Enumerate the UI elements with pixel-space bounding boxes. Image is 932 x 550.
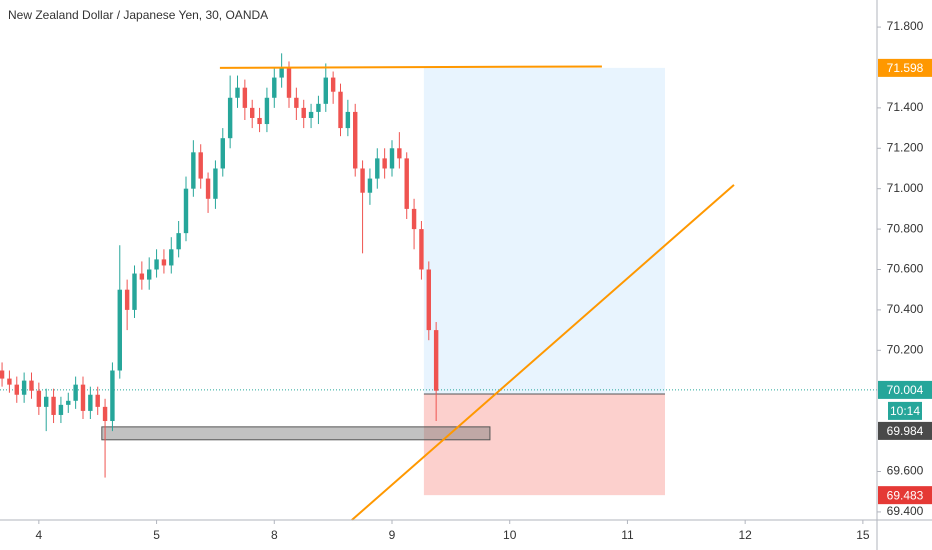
candle-body	[411, 208, 417, 230]
candle-body	[279, 67, 284, 78]
candle-body	[124, 289, 130, 310]
candle-body	[66, 400, 71, 405]
candle-body	[264, 97, 270, 125]
y-tick-label: 71.200	[887, 140, 924, 154]
candle-body	[205, 178, 211, 199]
y-tick-label: 71.000	[887, 181, 924, 195]
y-tick-label: 71.400	[887, 100, 924, 114]
price-label: 71.598	[887, 61, 924, 75]
candle-body	[161, 259, 167, 266]
price-label: 70.004	[887, 383, 924, 397]
loss-zone	[423, 393, 665, 496]
price-label-box	[878, 58, 932, 77]
candle-body	[21, 380, 27, 395]
y-tick-label: 70.600	[887, 262, 924, 276]
y-tick-label: 70.800	[887, 221, 924, 235]
candle-body	[235, 87, 240, 98]
candle-body	[36, 390, 42, 407]
candle-body	[426, 269, 431, 331]
candle-body	[330, 77, 336, 92]
x-tick-label: 12	[738, 528, 752, 542]
candle-body	[117, 289, 122, 371]
x-tick-label: 15	[856, 528, 870, 542]
candle-body	[43, 396, 49, 407]
candle-body	[176, 233, 181, 250]
chart-title: New Zealand Dollar / Japanese Yen, 30, O…	[8, 8, 268, 22]
candle-body	[404, 158, 409, 209]
candle-body	[169, 249, 174, 266]
zone-rectangle	[101, 426, 491, 441]
trend-line	[351, 184, 735, 521]
candle-body	[272, 77, 277, 98]
x-tick-label: 5	[153, 528, 160, 542]
candle-body	[397, 148, 402, 159]
candle-body	[88, 394, 93, 411]
trend-line	[219, 65, 602, 69]
candle-body	[213, 168, 218, 199]
candle-body	[338, 91, 343, 129]
y-tick-label: 69.400	[887, 504, 924, 518]
x-tick-label: 8	[271, 528, 278, 542]
y-tick-label: 70.200	[887, 342, 924, 356]
candle-body	[154, 259, 159, 270]
candle-body	[345, 111, 351, 129]
candle-body	[198, 152, 203, 179]
candle-body	[367, 178, 373, 193]
x-tick-label: 11	[621, 528, 634, 542]
candle-body	[0, 370, 5, 379]
candle-body	[183, 188, 189, 234]
candle-body	[7, 378, 12, 385]
candle-body	[139, 273, 145, 280]
candle-body	[250, 107, 255, 118]
candle-body	[353, 111, 358, 169]
candle-body	[360, 168, 365, 193]
y-tick-label: 70.400	[887, 302, 924, 316]
candle-body	[308, 111, 314, 118]
candle-body	[227, 97, 233, 139]
price-label: 69.984	[887, 424, 924, 438]
candle-body	[419, 229, 424, 270]
y-tick-label: 71.800	[887, 19, 924, 33]
candle-body	[294, 97, 299, 108]
candle-body	[95, 394, 100, 407]
candle-body	[242, 87, 248, 108]
candle-body	[316, 103, 321, 112]
candle-body	[191, 152, 196, 189]
candle-body	[375, 158, 380, 179]
candle-body	[132, 273, 137, 310]
candle-body	[301, 107, 306, 118]
countdown-box	[888, 401, 922, 420]
plot-area	[0, 53, 877, 521]
candle-body	[51, 396, 56, 415]
candle-body	[286, 67, 292, 98]
candle-body	[147, 269, 152, 280]
candle-body	[80, 384, 86, 411]
price-label-box	[878, 486, 932, 505]
candle-body	[323, 77, 328, 104]
x-tick-label: 9	[389, 528, 396, 542]
candle-body	[389, 148, 395, 169]
candle-body	[58, 404, 64, 415]
candle-body	[257, 117, 262, 125]
candle-body	[29, 380, 34, 391]
x-tick-label: 10	[503, 528, 517, 542]
price-label-box	[878, 421, 932, 440]
candle-body	[382, 158, 387, 169]
candle-body	[102, 406, 108, 422]
candle-body	[220, 138, 225, 169]
price-label: 69.483	[887, 488, 924, 502]
candle-body	[110, 370, 115, 422]
y-tick-label: 69.600	[887, 464, 924, 478]
candle-body	[73, 384, 78, 401]
countdown: 10:14	[890, 404, 920, 418]
candle-body	[433, 330, 439, 391]
profit-zone	[423, 67, 665, 394]
price-label-box	[878, 380, 932, 399]
candle-body	[14, 384, 19, 395]
x-tick-label: 4	[36, 528, 43, 542]
